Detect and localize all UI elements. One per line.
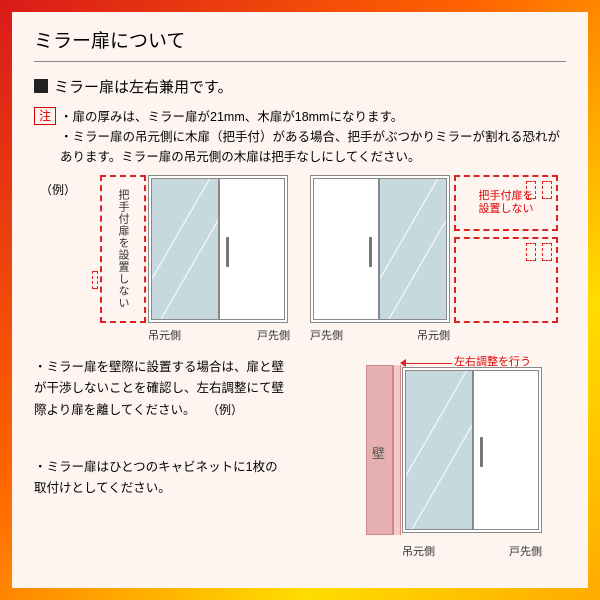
note-badge: 注 [34,107,56,125]
diagram-3: 左右調整を行う 壁 吊元側 戸先側 [366,357,566,559]
diag2-label-left: 戸先側 [310,327,343,343]
note-line-1: ・扉の厚みは、ミラー扉が21mm、木扉が18mmになります。 [60,107,566,127]
bullet-3: ・ミラー扉はひとつのキャビネットに1枚の取付けとしてください。 [34,457,284,500]
square-bullet-icon [34,79,48,93]
page-title: ミラー扉について [34,26,566,62]
example-label-2: （例） [207,403,243,417]
wall-label: 壁 [372,443,385,462]
bullet-2: ・ミラー扉を壁際に設置する場合は、扉と壁が干渉しないことを確認し、左右調整にて壁… [34,357,284,421]
example-label-1: （例） [40,183,76,197]
diag3-label-left: 吊元側 [402,543,435,559]
caution-note: 注 ・扉の厚みは、ミラー扉が21mm、木扉が18mmになります。 ・ミラー扉の吊… [34,107,566,167]
diag1-label-right: 戸先側 [257,327,290,343]
diag1-label-left: 吊元側 [148,327,181,343]
diag2-label-right: 吊元側 [417,327,450,343]
diagram-2: 把手付扉を 設置しない 戸先側 吊元側 [310,175,560,343]
diagram-1: 把手付扉を設置しない 吊元側 戸先側 [100,175,290,343]
note-line-2: ・ミラー扉の吊元側に木扉（把手付）がある場合、把手がぶつかりミラーが割れる恐れが… [60,127,566,167]
diag1-dashed-text: 把手付扉を設置しない [115,189,131,309]
subtitle: ミラー扉は左右兼用です。 [34,76,566,97]
diag3-label-right: 戸先側 [509,543,542,559]
